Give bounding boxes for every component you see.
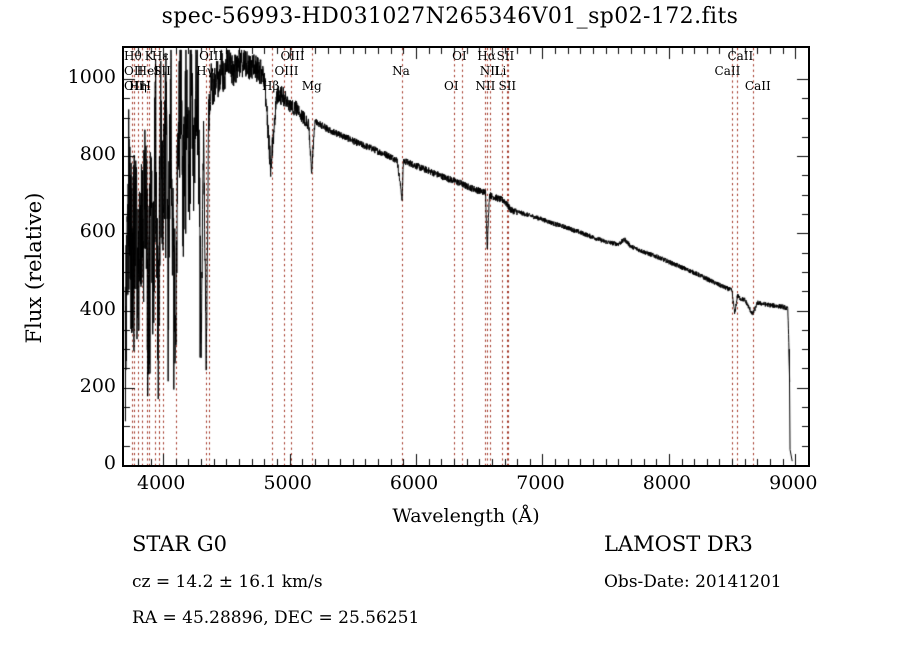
y-axis-title: Flux (relative) xyxy=(22,192,46,344)
spectrum-trace xyxy=(124,48,808,465)
line-label-OIII: OIII xyxy=(199,49,224,63)
line-label-H: Hα xyxy=(477,49,496,63)
line-label-OI: OI xyxy=(443,79,459,93)
line-label-OI: OI xyxy=(452,49,467,63)
line-label-CaII: CaII xyxy=(714,64,741,78)
line-label-SII: SII xyxy=(496,49,515,63)
line-label-K: K xyxy=(144,49,154,63)
line-label-Li: Li xyxy=(494,64,507,78)
line-label-CaII: CaII xyxy=(727,49,754,63)
line-label-H: Hε xyxy=(151,49,169,63)
line-label-H: Hγ xyxy=(196,64,214,78)
y-tick-label-800: 800 xyxy=(79,143,116,166)
coordinates: RA = 45.28896, DEC = 25.56251 xyxy=(132,608,420,628)
line-label-H: H xyxy=(140,79,152,93)
x-tick-label-7000: 7000 xyxy=(516,472,565,494)
line-label-SII: SII xyxy=(153,64,171,78)
y-axis-tick-labels: 0 200 400 600 800 1000 xyxy=(0,0,116,649)
line-label-OIII: OIII xyxy=(274,64,299,78)
line-label-OII: OII xyxy=(124,64,144,78)
y-tick-label-0: 0 xyxy=(103,452,116,474)
survey-name: LAMOST DR3 xyxy=(604,532,753,556)
line-label-CaII: CaII xyxy=(744,79,771,93)
x-tick-label-9000: 9000 xyxy=(769,472,818,494)
line-label-H: Hθ xyxy=(124,49,142,63)
page-title: spec-56993-HD031027N265346V01_sp02-172.f… xyxy=(161,4,739,29)
object-type-and-class: STAR G0 xyxy=(132,532,228,556)
line-label-H: Hη xyxy=(129,79,147,93)
x-tick-label-5000: 5000 xyxy=(263,472,312,494)
x-tick-label-8000: 8000 xyxy=(642,472,692,494)
y-tick-label-400: 400 xyxy=(79,297,116,320)
line-label-OIII: OIII xyxy=(280,49,305,63)
y-tick-label-600: 600 xyxy=(79,220,116,243)
line-label-SII: SII xyxy=(498,79,517,93)
line-label-Mg: Mg xyxy=(301,79,322,93)
x-axis-title: Wavelength (Å) xyxy=(392,505,540,527)
metadata-block: STAR G0 cz = 14.2 ± 16.1 km/s RA = 45.28… xyxy=(0,530,900,640)
x-tick-label-6000: 6000 xyxy=(389,472,439,494)
line-label-HeI: HeI xyxy=(136,64,159,78)
redshift-velocity: cz = 14.2 ± 16.1 km/s xyxy=(132,572,323,592)
y-tick-label-1000: 1000 xyxy=(67,65,116,88)
line-label-NII: NII xyxy=(479,64,500,78)
line-label-OII: OII xyxy=(124,79,144,93)
y-tick-label-200: 200 xyxy=(79,374,116,397)
line-label-NII: NII xyxy=(475,79,496,93)
line-label-H: Hβ xyxy=(262,79,280,93)
line-label-Na: Na xyxy=(392,64,410,78)
x-tick-label-4000: 4000 xyxy=(137,472,186,494)
observation-date: Obs-Date: 20141201 xyxy=(604,572,782,592)
plot-frame: Hθ K Hε OIII OIII OI Hα SII CaII OII HeI SII Hγ OIII N… xyxy=(122,46,810,467)
